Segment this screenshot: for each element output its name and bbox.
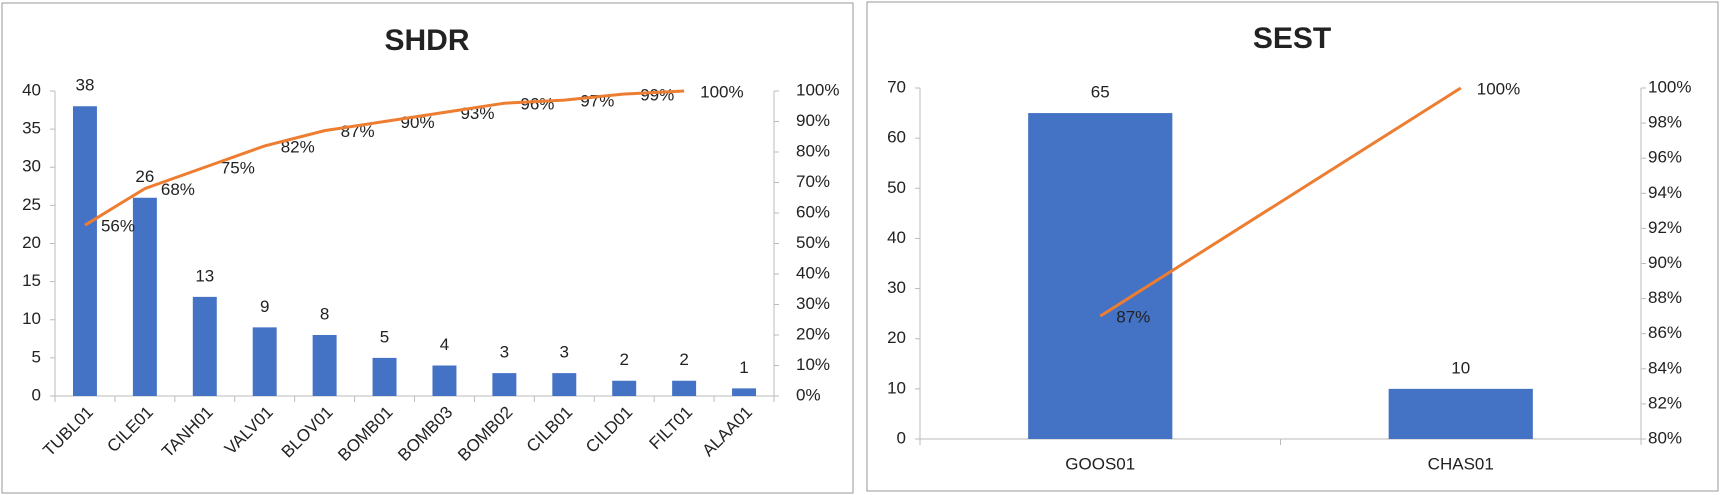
y2-tick-label: 92% <box>1648 218 1682 237</box>
x-tick-label: TANH01 <box>158 403 217 462</box>
y2-tick-label: 82% <box>1648 393 1682 412</box>
bar-value-label: 65 <box>1091 83 1110 102</box>
line-value-label: 82% <box>281 137 315 156</box>
y2-tick-label: 90% <box>1648 253 1682 272</box>
y-tick-label: 30 <box>22 157 41 176</box>
x-tick-label: BOMB02 <box>454 403 516 465</box>
bar-value-label: 13 <box>195 266 214 285</box>
y2-tick-label: 40% <box>796 263 830 282</box>
cumulative-line <box>1099 86 1462 318</box>
panel-border <box>1 2 854 494</box>
bar <box>192 296 217 396</box>
y-tick-label: 20 <box>22 233 41 252</box>
bar-value-label: 4 <box>440 335 449 354</box>
y-tick-label: 25 <box>22 195 41 214</box>
bar <box>72 106 97 396</box>
y2-tick-label: 98% <box>1648 113 1682 132</box>
y-tick-label: 40 <box>887 228 906 247</box>
bar-value-label: 9 <box>260 297 269 316</box>
chart-title: SEST <box>1253 22 1331 55</box>
bar <box>252 327 277 396</box>
y2-tick-label: 0% <box>796 385 821 404</box>
y-tick-label: 10 <box>887 378 906 397</box>
y2-tick-label: 80% <box>1648 428 1682 447</box>
bar-value-label: 3 <box>500 343 509 362</box>
panel-border <box>866 1 1719 492</box>
bar-value-label: 5 <box>380 327 389 346</box>
bar <box>492 373 517 396</box>
y2-tick-label: 96% <box>1648 148 1682 167</box>
bar <box>312 335 337 396</box>
bar <box>132 197 157 396</box>
bar <box>1388 388 1533 439</box>
x-tick-label: CILE01 <box>103 403 157 457</box>
line-value-label: 100% <box>1477 79 1520 98</box>
line-value-label: 99% <box>640 86 674 105</box>
x-tick-label: VALV01 <box>221 403 277 459</box>
chart-title: SHDR <box>384 24 469 57</box>
y-tick-label: 10 <box>22 309 41 328</box>
line-value-label: 96% <box>520 95 554 114</box>
bar-value-label: 8 <box>320 304 329 323</box>
bar <box>372 357 397 396</box>
x-tick-label: BOMB01 <box>334 403 396 465</box>
x-tick-label: CILB01 <box>523 403 577 457</box>
bar-value-label: 2 <box>619 350 628 369</box>
bar <box>552 373 577 396</box>
y-tick-label: 0 <box>897 428 906 447</box>
bar <box>432 365 457 396</box>
bar-value-label: 1 <box>739 358 748 377</box>
y-tick-label: 30 <box>887 278 906 297</box>
line-value-label: 68% <box>161 180 195 199</box>
x-tick-label: FILT01 <box>645 403 696 454</box>
line-value-label: 56% <box>101 217 135 236</box>
bar-value-label: 26 <box>135 167 154 186</box>
y2-tick-label: 10% <box>796 355 830 374</box>
x-tick-label: GOOS01 <box>1065 454 1135 473</box>
y2-tick-label: 100% <box>796 80 839 99</box>
y-tick-label: 50 <box>887 178 906 197</box>
x-tick-label: CILD01 <box>582 403 636 457</box>
y2-tick-label: 50% <box>796 233 830 252</box>
bar-value-label: 38 <box>75 76 94 95</box>
y-tick-label: 15 <box>22 271 41 290</box>
y2-tick-label: 84% <box>1648 358 1682 377</box>
bar <box>612 380 637 396</box>
line-value-label: 75% <box>221 159 255 178</box>
y2-tick-label: 94% <box>1648 183 1682 202</box>
y2-tick-label: 88% <box>1648 288 1682 307</box>
y-tick-label: 0 <box>32 385 41 404</box>
y2-tick-label: 70% <box>796 172 830 191</box>
bar-value-label: 2 <box>679 350 688 369</box>
y-tick-label: 20 <box>887 328 906 347</box>
bar-value-label: 3 <box>560 343 569 362</box>
x-tick-label: CHAS01 <box>1428 454 1494 473</box>
y-tick-label: 35 <box>22 119 41 138</box>
y2-tick-label: 80% <box>796 141 830 160</box>
y2-tick-label: 100% <box>1648 77 1691 96</box>
bar-value-label: 10 <box>1451 358 1470 377</box>
y-tick-label: 70 <box>887 77 906 96</box>
line-value-label: 100% <box>700 82 743 101</box>
y-tick-label: 5 <box>32 347 41 366</box>
line-value-label: 87% <box>1116 308 1150 327</box>
y2-tick-label: 86% <box>1648 323 1682 342</box>
x-tick-label: ALAA01 <box>698 403 756 461</box>
x-tick-label: BLOV01 <box>278 403 337 462</box>
y2-tick-label: 90% <box>796 111 830 130</box>
y-tick-label: 40 <box>22 80 41 99</box>
bar <box>672 380 697 396</box>
y2-tick-label: 20% <box>796 324 830 343</box>
bar <box>1028 113 1173 440</box>
y2-tick-label: 60% <box>796 202 830 221</box>
x-tick-label: TUBL01 <box>39 403 97 461</box>
y-tick-label: 60 <box>887 128 906 147</box>
cumulative-line <box>84 89 685 227</box>
x-tick-label: BOMB03 <box>394 403 456 465</box>
bar <box>732 388 757 396</box>
y2-tick-label: 30% <box>796 294 830 313</box>
